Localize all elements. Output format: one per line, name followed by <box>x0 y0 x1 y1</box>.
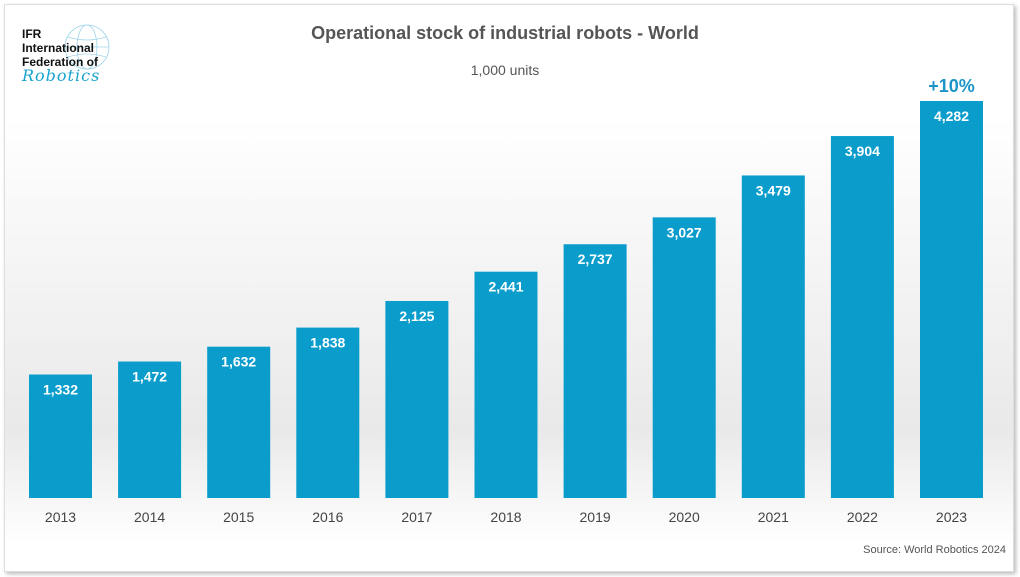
bar-2015 <box>207 346 271 498</box>
x-tick-label: 2022 <box>847 509 878 525</box>
logo-text: Federation of <box>22 55 99 69</box>
logo-text: International <box>22 41 95 55</box>
data-label: 3,479 <box>756 182 791 198</box>
ifr-logo: IFR International Federation of Robotics <box>22 24 110 85</box>
globe-icon <box>64 24 110 70</box>
data-label: 2,737 <box>578 251 613 267</box>
bar-2023 <box>920 101 983 498</box>
data-label: 1,472 <box>132 369 167 385</box>
chart-title: Operational stock of industrial robots -… <box>311 23 699 43</box>
bar-2017 <box>385 300 449 498</box>
data-label: 1,332 <box>43 382 78 398</box>
data-label: 4,282 <box>934 108 969 124</box>
x-tick-label: 2017 <box>401 509 432 525</box>
bar-2022 <box>830 136 894 498</box>
x-tick-label: 2021 <box>758 509 789 525</box>
bar-2018 <box>474 271 538 498</box>
chart-subtitle: 1,000 units <box>471 62 540 78</box>
x-tick-label: 2018 <box>490 509 521 525</box>
x-tick-label: 2019 <box>580 509 611 525</box>
data-label: 1,838 <box>310 335 345 351</box>
data-label: 2,125 <box>399 308 434 324</box>
bar-2021 <box>741 175 805 498</box>
x-tick-label: 2015 <box>223 509 254 525</box>
x-tick-label: 2016 <box>312 509 343 525</box>
logo-text: IFR <box>22 27 42 41</box>
bar-2014 <box>118 361 182 498</box>
bar-2019 <box>563 244 627 498</box>
bar-2013 <box>29 374 92 498</box>
x-tick-label: 2013 <box>45 509 76 525</box>
x-tick-label: 2014 <box>134 509 165 525</box>
source-note: Source: World Robotics 2024 <box>863 544 1006 556</box>
x-tick-label: 2020 <box>669 509 700 525</box>
data-label: 3,027 <box>667 224 702 240</box>
data-label: 2,441 <box>488 279 523 295</box>
growth-annotation: +10% <box>928 76 975 96</box>
x-tick-label: 2023 <box>936 509 967 525</box>
logo-text: Robotics <box>22 66 101 85</box>
bar-2016 <box>296 327 360 498</box>
data-label: 3,904 <box>845 143 880 159</box>
bar-2020 <box>652 217 716 498</box>
data-label: 1,632 <box>221 354 256 370</box>
